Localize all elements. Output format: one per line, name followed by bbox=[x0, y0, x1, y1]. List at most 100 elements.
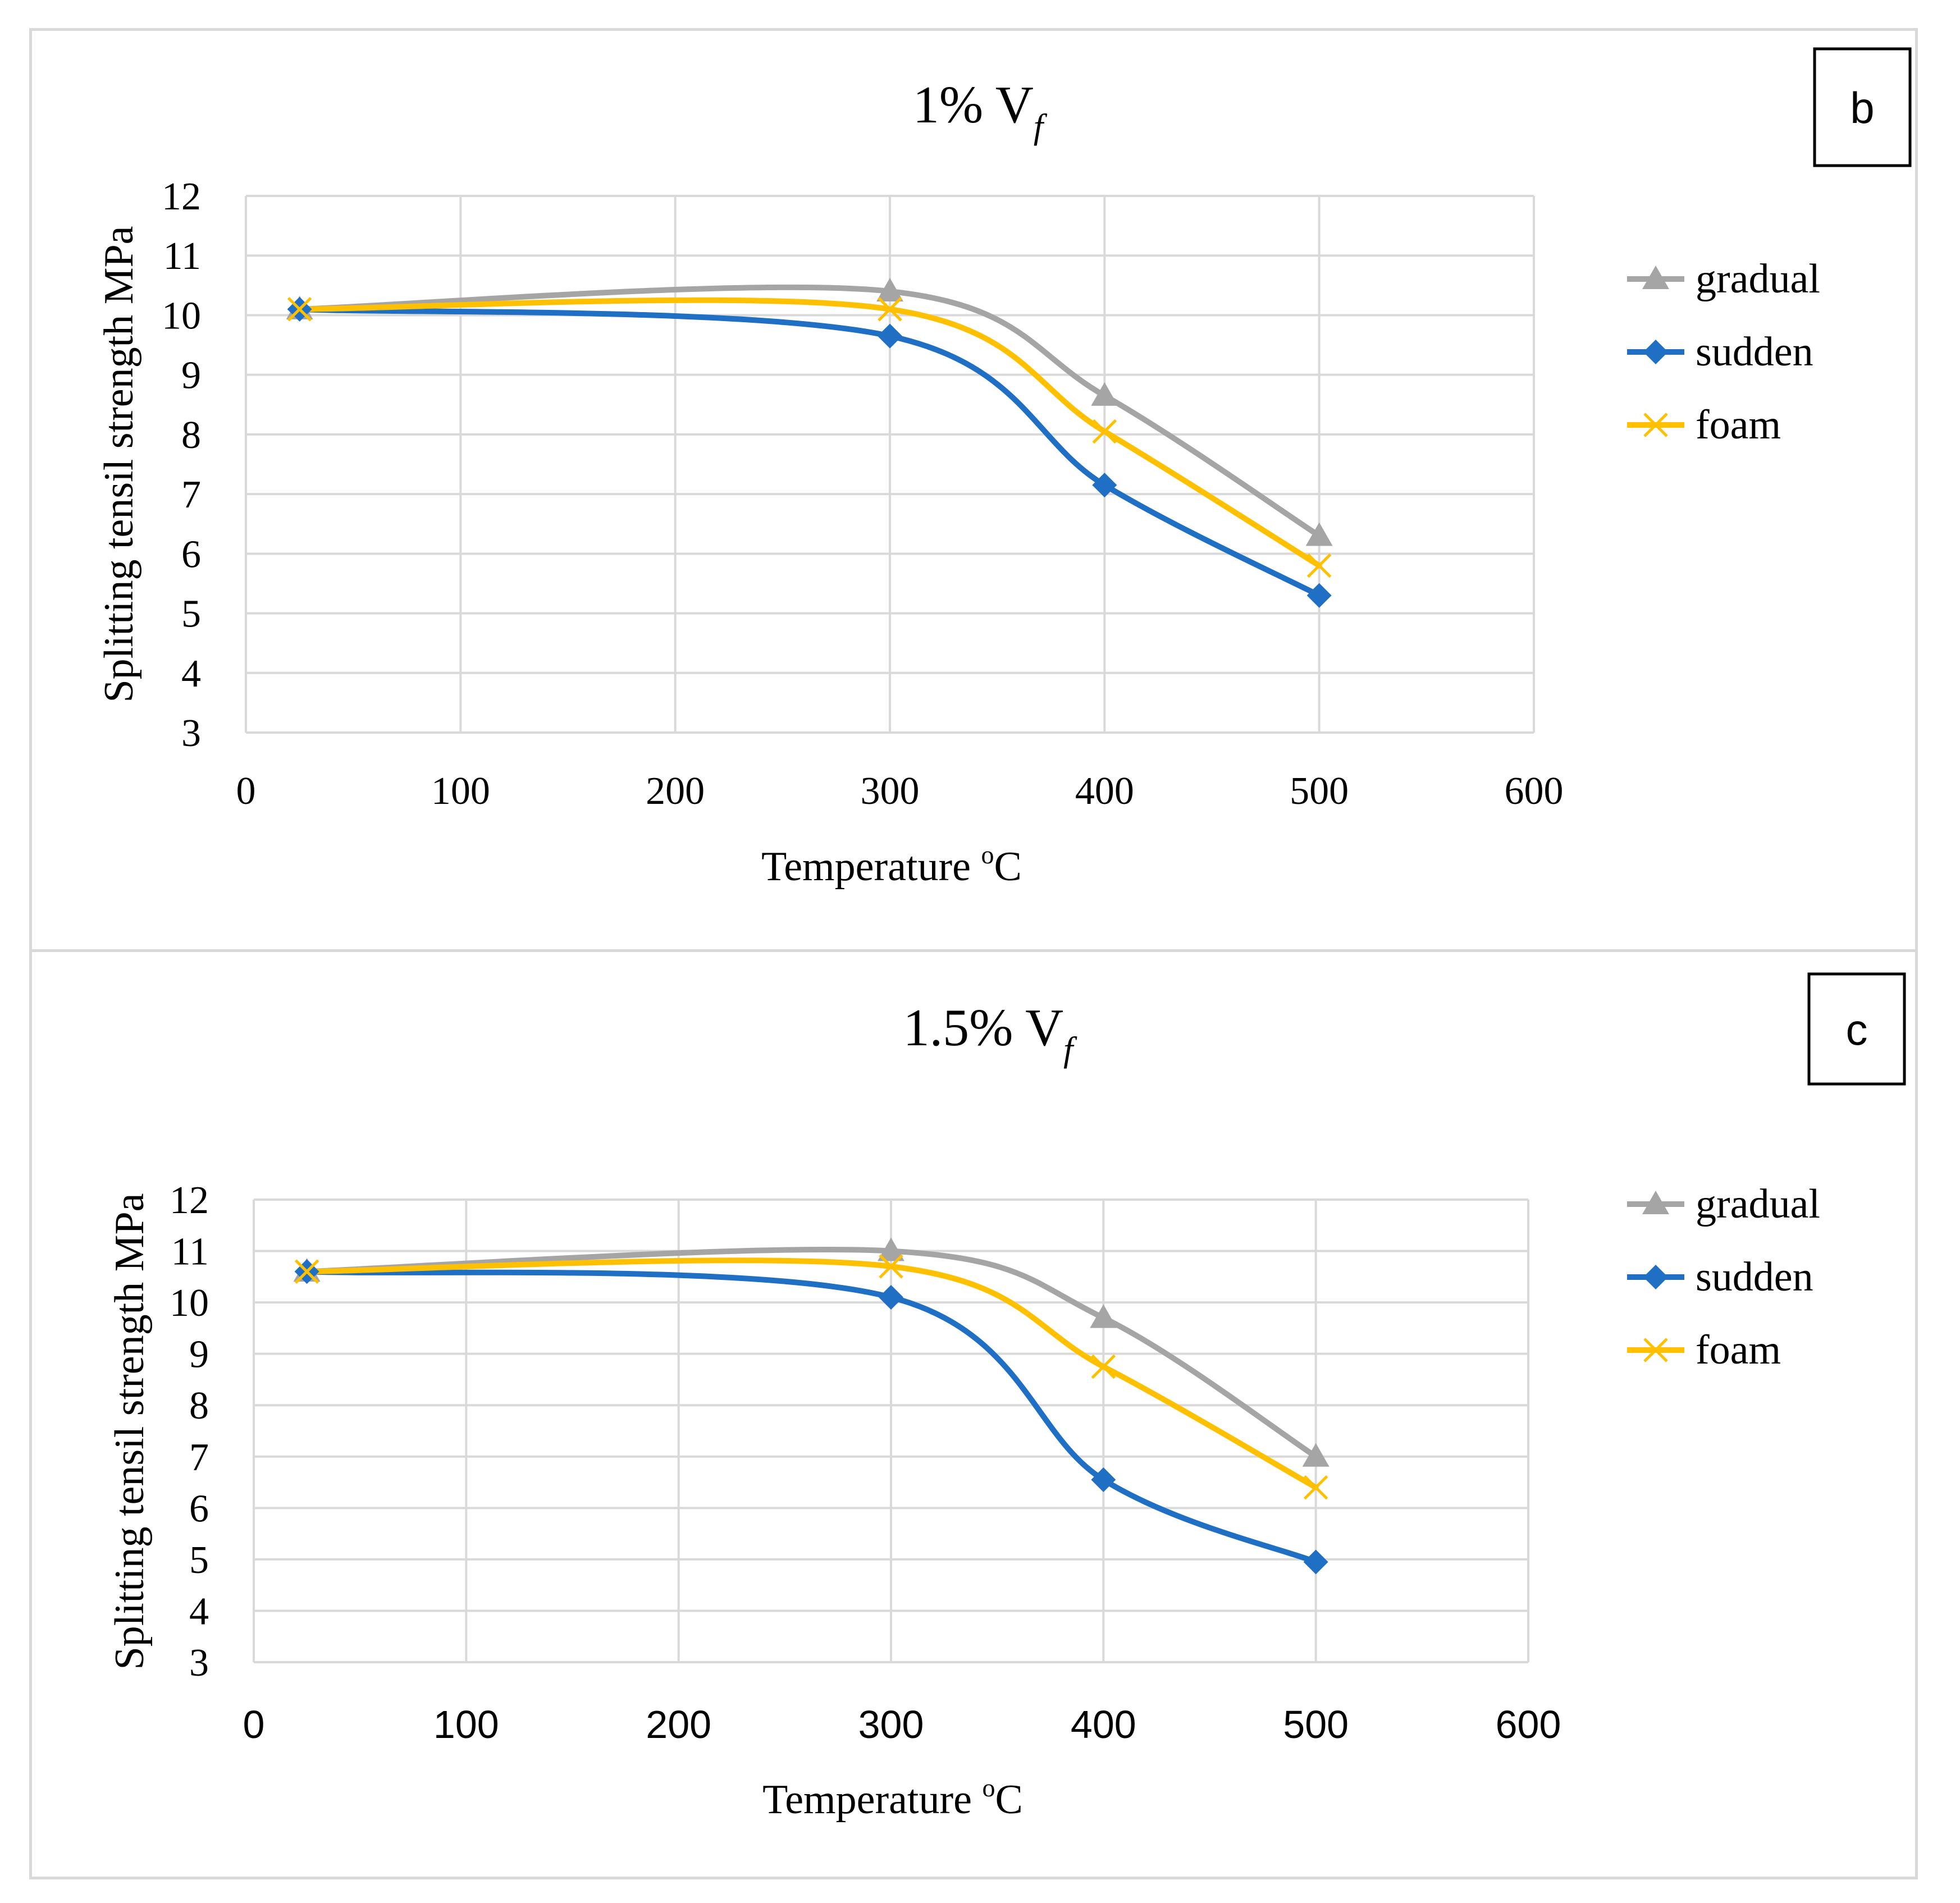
y-tick-label: 9 bbox=[181, 354, 201, 397]
x-axis-label-unit: C bbox=[995, 1777, 1022, 1823]
x-tick-label: 100 bbox=[433, 1703, 499, 1746]
y-axis-label: Splitting tensil strength MPa bbox=[96, 226, 142, 703]
data-point-sudden bbox=[1092, 473, 1117, 498]
data-point-foam bbox=[879, 1254, 903, 1279]
y-tick-label: 11 bbox=[163, 235, 201, 278]
x-tick-label: 500 bbox=[1290, 770, 1349, 813]
x-axis-label-sup: o bbox=[982, 1773, 995, 1802]
gridlines bbox=[253, 1198, 1529, 1663]
x-tick-label: 400 bbox=[1071, 1703, 1136, 1746]
chart-title: 1% Vf bbox=[913, 76, 1048, 146]
data-point-sudden bbox=[1091, 1467, 1116, 1492]
x-tick-label: 300 bbox=[858, 1703, 924, 1746]
legend: gradual sudden foam bbox=[1627, 256, 1820, 448]
x-tick-label: 300 bbox=[861, 770, 920, 813]
y-tick-label: 10 bbox=[170, 1282, 209, 1325]
legend: gradual sudden foam bbox=[1627, 1181, 1820, 1373]
y-tick-label: 10 bbox=[162, 294, 201, 337]
x-tick-label: 0 bbox=[236, 770, 256, 813]
series-line-foam bbox=[296, 297, 1322, 569]
x-axis-label: Temperature oC bbox=[762, 1773, 1023, 1823]
x-axis-label-text: Temperature bbox=[761, 844, 981, 890]
y-tick-label: 6 bbox=[189, 1487, 209, 1530]
y-tick-label: 3 bbox=[181, 712, 201, 755]
x-axis-label: Temperature oC bbox=[761, 840, 1022, 890]
data-point-foam bbox=[294, 1259, 319, 1284]
legend-item-foam: foam bbox=[1627, 402, 1781, 448]
data-point-foam bbox=[1303, 1475, 1328, 1500]
data-point-foam bbox=[287, 297, 312, 322]
x-tick-label: 200 bbox=[646, 1703, 711, 1746]
legend-marker bbox=[1643, 340, 1668, 364]
series-line-gradual bbox=[304, 1246, 1319, 1460]
y-tick-label: 7 bbox=[181, 473, 201, 516]
legend-marker bbox=[1643, 1338, 1668, 1362]
legend-label: sudden bbox=[1696, 329, 1813, 375]
legend-label: gradual bbox=[1696, 256, 1820, 302]
legend-marker bbox=[1643, 413, 1668, 437]
data-point-gradual bbox=[1305, 522, 1333, 546]
x-tick-label: 0 bbox=[243, 1703, 265, 1746]
chart-c: 3 4 5 6 7 8 9 10 11 12 0 100 200 300 400 500 600 1.5% Vf c… bbox=[107, 972, 1906, 1823]
legend-label: gradual bbox=[1696, 1181, 1820, 1227]
panel-label-box bbox=[1807, 972, 1906, 1086]
y-tick-label: 5 bbox=[181, 593, 201, 636]
x-axis-label-text: Temperature bbox=[762, 1777, 982, 1823]
series-line-foam bbox=[304, 1257, 1319, 1490]
y-tick-label: 8 bbox=[189, 1384, 209, 1428]
legend-item-gradual: gradual bbox=[1627, 1181, 1820, 1227]
legend-item-gradual: gradual bbox=[1627, 256, 1820, 302]
chart-b: 3 4 5 6 7 8 9 10 11 12 0 100 200 300 400 500 600 1% Vf b Te… bbox=[96, 47, 1912, 890]
series-line-sudden bbox=[304, 1269, 1319, 1565]
y-tick-label: 12 bbox=[162, 175, 201, 218]
title-main: 1% V bbox=[913, 76, 1034, 134]
x-axis-label-sup: o bbox=[981, 840, 994, 869]
data-point-gradual bbox=[1090, 1304, 1117, 1328]
legend-marker bbox=[1642, 266, 1669, 289]
y-tick-label: 11 bbox=[171, 1230, 209, 1274]
y-tick-label: 6 bbox=[181, 533, 201, 576]
data-point-sudden bbox=[879, 1284, 903, 1310]
y-tick-label: 9 bbox=[189, 1333, 209, 1376]
data-point-gradual bbox=[878, 1237, 904, 1261]
y-tick-label: 12 bbox=[170, 1179, 209, 1222]
legend-label: foam bbox=[1696, 1327, 1781, 1373]
y-tick-label: 4 bbox=[189, 1590, 209, 1633]
y-tick-label: 3 bbox=[189, 1641, 209, 1685]
x-tick-label: 200 bbox=[646, 770, 705, 813]
y-axis-label: Splitting tensil strength MPa bbox=[107, 1193, 153, 1670]
data-point-foam bbox=[878, 297, 902, 322]
legend-marker bbox=[1642, 1191, 1669, 1214]
data-point-sudden bbox=[1303, 1549, 1328, 1575]
data-point-sudden bbox=[878, 323, 902, 349]
chart-title: 1.5% Vf bbox=[903, 999, 1078, 1069]
y-tick-label: 5 bbox=[189, 1539, 209, 1582]
x-axis-label-unit: C bbox=[994, 844, 1021, 890]
y-tick-label: 4 bbox=[181, 652, 201, 696]
x-tick-label: 100 bbox=[431, 770, 490, 813]
data-point-foam bbox=[1091, 1354, 1116, 1379]
data-point-gradual bbox=[876, 277, 903, 301]
x-tick-label: 600 bbox=[1496, 1703, 1561, 1746]
series-line-sudden bbox=[296, 306, 1322, 598]
legend-item-foam: foam bbox=[1627, 1327, 1781, 1373]
series-line-gradual bbox=[296, 284, 1322, 539]
y-tick-label: 7 bbox=[189, 1436, 209, 1479]
y-tick-label: 8 bbox=[181, 414, 201, 457]
data-point-sudden bbox=[1306, 583, 1332, 608]
panel-label: b bbox=[1850, 83, 1874, 132]
title-main: 1.5% V bbox=[903, 999, 1064, 1057]
data-point-gradual bbox=[1091, 382, 1118, 406]
title-subscript: f bbox=[1034, 108, 1048, 146]
x-tick-label: 600 bbox=[1505, 770, 1564, 813]
chart-panel-c bbox=[29, 952, 1918, 1879]
panel-label-box bbox=[1813, 47, 1912, 167]
data-point-foam bbox=[1306, 553, 1332, 578]
legend-label: sudden bbox=[1696, 1254, 1813, 1300]
legend-item-sudden: sudden bbox=[1627, 329, 1813, 375]
chart-panel-b bbox=[29, 28, 1918, 952]
data-point-gradual bbox=[1302, 1443, 1329, 1467]
data-point-foam bbox=[1092, 419, 1117, 444]
gridlines bbox=[245, 195, 1535, 734]
